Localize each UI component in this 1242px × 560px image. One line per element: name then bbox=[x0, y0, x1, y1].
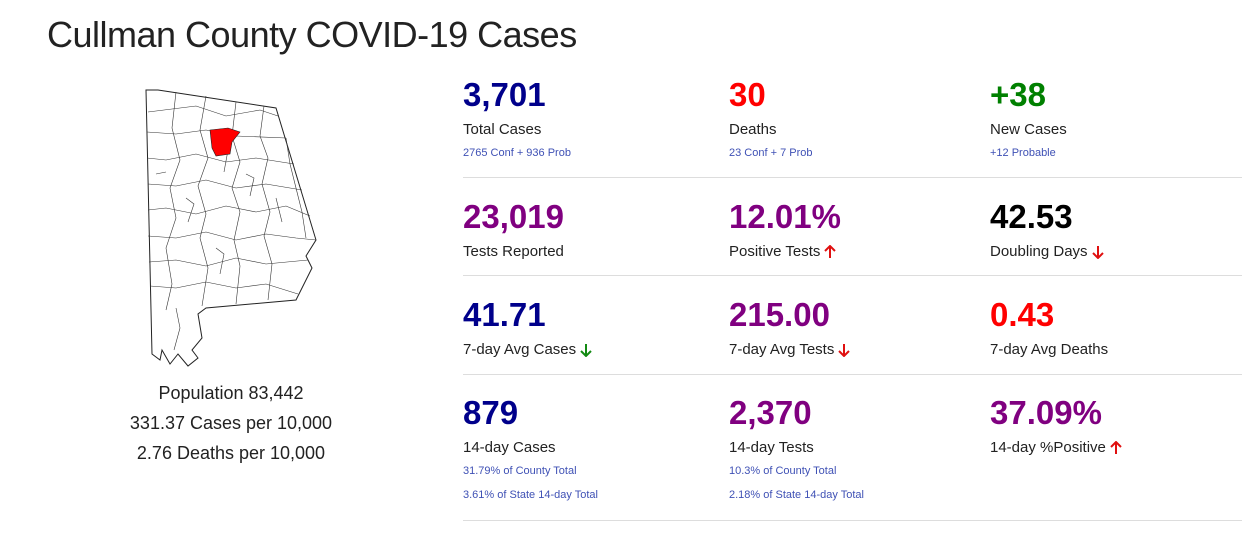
stats-row-tests: 23,019 Tests Reported 12.01% Positive Te… bbox=[463, 198, 1242, 276]
stat-note: 2.18% of State 14-day Total bbox=[729, 489, 864, 501]
stat-label: Positive Tests bbox=[729, 242, 841, 262]
stat-label-text: New Cases bbox=[990, 121, 1067, 138]
trend-down-arrow-icon bbox=[1091, 245, 1104, 259]
stat-note: 10.3% of County Total bbox=[729, 465, 837, 477]
stat-value: 12.01% bbox=[729, 198, 841, 235]
stat-note: 3.61% of State 14-day Total bbox=[463, 489, 598, 501]
stat-doubling-days: 42.53 Doubling Days bbox=[990, 198, 1104, 262]
trend-up-arrow-icon bbox=[1110, 441, 1122, 455]
stat-label-text: 7-day Avg Tests bbox=[729, 341, 835, 358]
stats-row-7day: 41.71 7-day Avg Cases 215.00 7-day Avg T… bbox=[463, 296, 1242, 375]
stat-tests-reported: 23,019 Tests Reported bbox=[463, 198, 564, 262]
stat-label: Tests Reported bbox=[463, 242, 564, 262]
stat-label: 7-day Avg Cases bbox=[463, 340, 592, 360]
stat-value: 23,019 bbox=[463, 198, 564, 235]
stat-label-text: 7-day Avg Deaths bbox=[990, 341, 1109, 358]
stat-note: 31.79% of County Total bbox=[463, 465, 577, 477]
stat-label: Doubling Days bbox=[990, 242, 1104, 262]
stat-label: 7-day Avg Tests bbox=[729, 340, 851, 360]
stat-value: 879 bbox=[463, 394, 519, 431]
stat-label-text: Positive Tests bbox=[729, 243, 821, 260]
stat-value: 42.53 bbox=[990, 198, 1073, 235]
stat-positive-tests: 12.01% Positive Tests bbox=[729, 198, 841, 262]
stat-note: 2765 Conf + 936 Prob bbox=[463, 147, 571, 159]
stat-label-text: Tests Reported bbox=[463, 243, 564, 260]
page-title: Cullman County COVID-19 Cases bbox=[47, 14, 577, 55]
stat-value: 0.43 bbox=[990, 296, 1055, 333]
stat-value: 2,370 bbox=[729, 394, 812, 431]
population-block: Population 83,442 331.37 Cases per 10,00… bbox=[100, 378, 362, 468]
population-text: Population 83,442 bbox=[158, 383, 304, 403]
stat-label-text: Deaths bbox=[729, 121, 777, 138]
stat-note: +12 Probable bbox=[990, 147, 1056, 159]
stats-row-totals: 3,701 Total Cases 2765 Conf + 936 Prob 3… bbox=[463, 76, 1242, 178]
alabama-map-svg bbox=[145, 89, 317, 367]
stat-label: 7-day Avg Deaths bbox=[990, 340, 1108, 360]
stat-deaths: 30 Deaths 23 Conf + 7 Prob bbox=[729, 76, 812, 160]
stats-row-14day: 879 14-day Cases 31.79% of County Total … bbox=[463, 394, 1242, 521]
stat-value: +38 bbox=[990, 76, 1046, 113]
stat-label: 14-day Tests bbox=[729, 438, 864, 458]
stat-value: 37.09% bbox=[990, 394, 1102, 431]
stat-value: 215.00 bbox=[729, 296, 830, 333]
stat-14day-tests: 2,370 14-day Tests 10.3% of County Total… bbox=[729, 394, 864, 502]
stat-label: Deaths bbox=[729, 120, 812, 140]
stat-value: 30 bbox=[729, 76, 766, 113]
trend-down-arrow-icon bbox=[580, 343, 592, 357]
stat-label-text: 14-day Cases bbox=[463, 439, 556, 456]
stat-total-cases: 3,701 Total Cases 2765 Conf + 936 Prob bbox=[463, 76, 571, 160]
stat-label-text: 7-day Avg Cases bbox=[463, 341, 577, 358]
stat-label-text: Doubling Days bbox=[990, 243, 1088, 260]
alabama-county-map bbox=[136, 88, 322, 370]
stat-new-cases: +38 New Cases +12 Probable bbox=[990, 76, 1067, 160]
stat-7day-avg-cases: 41.71 7-day Avg Cases bbox=[463, 296, 592, 360]
stat-14day-positive: 37.09% 14-day %Positive bbox=[990, 394, 1122, 458]
stat-value: 41.71 bbox=[463, 296, 546, 333]
stat-label-text: Total Cases bbox=[463, 121, 542, 138]
cases-per-10000-text: 331.37 Cases per 10,000 bbox=[129, 413, 333, 433]
stat-label: 14-day %Positive bbox=[990, 438, 1122, 458]
cullman-county-highlight bbox=[209, 127, 241, 157]
stat-7day-avg-tests: 215.00 7-day Avg Tests bbox=[729, 296, 851, 360]
stat-label: Total Cases bbox=[463, 120, 571, 140]
stat-note: 23 Conf + 7 Prob bbox=[729, 147, 813, 159]
stat-14day-cases: 879 14-day Cases 31.79% of County Total … bbox=[463, 394, 598, 502]
state-outline bbox=[145, 89, 317, 367]
trend-up-arrow-icon bbox=[824, 245, 837, 259]
stat-label: 14-day Cases bbox=[463, 438, 598, 458]
stat-label-text: 14-day Tests bbox=[729, 439, 814, 456]
deaths-per-10000-text: 2.76 Deaths per 10,000 bbox=[136, 443, 326, 463]
stat-label-text: 14-day %Positive bbox=[990, 439, 1106, 456]
stat-label: New Cases bbox=[990, 120, 1067, 140]
stat-7day-avg-deaths: 0.43 7-day Avg Deaths bbox=[990, 296, 1108, 360]
trend-down-arrow-icon bbox=[838, 343, 851, 357]
stat-value: 3,701 bbox=[463, 76, 546, 113]
